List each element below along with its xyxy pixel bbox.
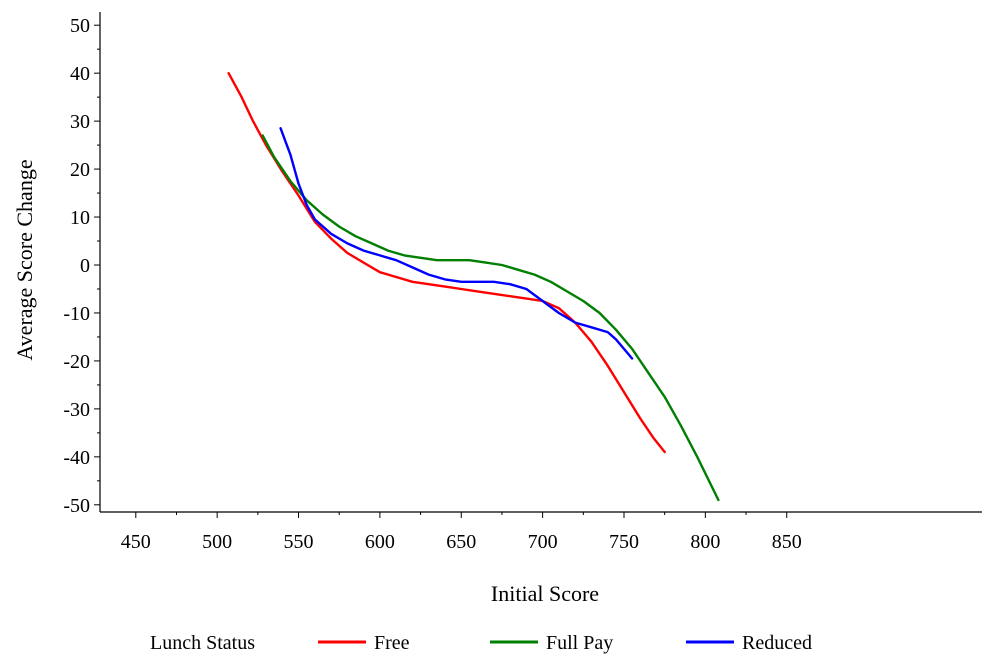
- y-tick-label: 0: [80, 255, 90, 277]
- y-axis-label: Average Score Change: [12, 159, 37, 360]
- x-tick-label: 850: [772, 531, 802, 553]
- y-tick-label: -20: [63, 351, 90, 373]
- y-tick-label: -10: [63, 303, 90, 325]
- axes-layer: 450 500 550 600 650 700 750 800 850 50 40 30 20 10 0 -1…: [63, 12, 982, 553]
- x-tick-label: 700: [528, 531, 558, 553]
- legend-label: Free: [374, 632, 410, 654]
- y-tick-label: 40: [70, 63, 90, 85]
- x-axis-label: Initial Score: [491, 581, 599, 606]
- legend-label: Full Pay: [546, 632, 613, 654]
- x-tick-label: 600: [365, 531, 395, 553]
- y-tick-label: 10: [70, 207, 90, 229]
- y-tick-label: -50: [63, 495, 90, 517]
- y-tick-label: 30: [70, 111, 90, 133]
- x-tick-label: 500: [202, 531, 232, 553]
- y-tick-label: 20: [70, 159, 90, 181]
- x-tick-label: 800: [690, 531, 720, 553]
- y-tick-label: -40: [63, 447, 90, 469]
- x-tick-label: 450: [121, 531, 151, 553]
- x-tick-label: 750: [609, 531, 639, 553]
- y-tick-label: 50: [70, 15, 90, 37]
- series-line-free: [227, 72, 666, 454]
- y-tick-label: -30: [63, 399, 90, 421]
- series-line-reduced: [279, 127, 634, 360]
- series-line-full-pay: [261, 134, 720, 502]
- legend: Lunch Status Free Full Pay Reduced: [150, 632, 812, 654]
- legend-title: Lunch Status: [150, 632, 255, 654]
- series-layer: [227, 72, 720, 502]
- legend-label: Reduced: [742, 632, 812, 654]
- x-tick-label: 650: [446, 531, 476, 553]
- x-tick-label: 550: [284, 531, 314, 553]
